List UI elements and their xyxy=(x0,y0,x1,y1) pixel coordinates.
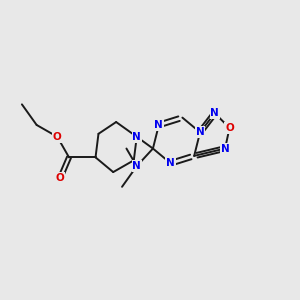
Text: N: N xyxy=(154,120,163,130)
Text: O: O xyxy=(225,123,234,133)
Text: N: N xyxy=(196,127,204,137)
Text: O: O xyxy=(53,132,62,142)
Text: O: O xyxy=(56,173,64,183)
Text: N: N xyxy=(166,158,175,168)
Text: N: N xyxy=(132,161,141,171)
Text: N: N xyxy=(210,108,219,118)
Text: N: N xyxy=(221,143,230,154)
Text: N: N xyxy=(132,132,141,142)
